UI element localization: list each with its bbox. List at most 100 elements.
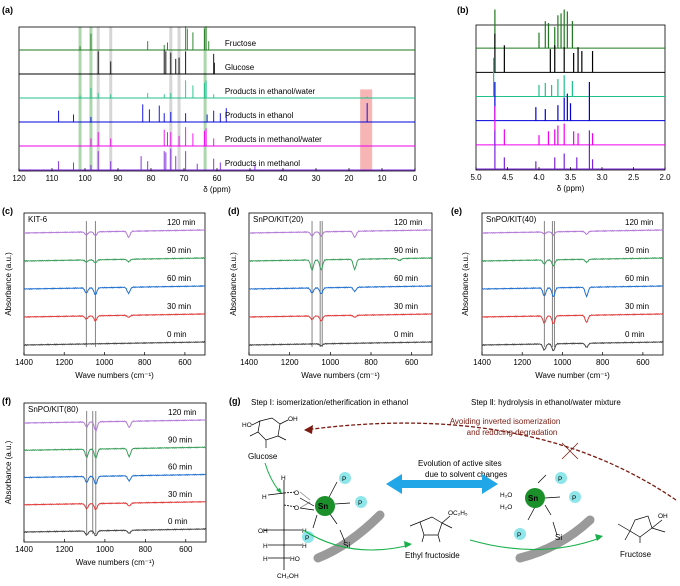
series-label-120-min: 120 min (168, 408, 196, 417)
nmr-1h-chart: 5.0 4.5 4.0 3.5 3.0 2.5 2.0 δ (ppm) (470, 9, 671, 193)
y-axis-label: Absorbance (a.u.) (461, 252, 470, 316)
green-arrowhead-2-icon (404, 541, 412, 548)
x-tick-label: 0 (413, 174, 418, 183)
series-label-30-min: 30 min (625, 302, 649, 311)
sn-atom-right-icon (525, 488, 545, 508)
evolution-line2: due to solvent changes (425, 470, 507, 479)
series-label-fructose: Fructose (225, 39, 257, 48)
green-arrowhead-icon (276, 488, 282, 494)
panel-label-a: (a) (2, 5, 13, 15)
sn-complex-right: Sn P P P H₂O H₂O Si (500, 472, 595, 563)
x-tick-label: 1200 (55, 358, 73, 367)
panel-label-d: (d) (228, 206, 240, 216)
x-tick-label: 1000 (96, 358, 114, 367)
x-tick-label: 80 (147, 174, 156, 183)
evolution-line1: Evolution of active sites (418, 459, 502, 468)
series-line-60-min (248, 285, 432, 294)
x-tick-label: 110 (46, 174, 59, 183)
series-label-0-min: 0 min (167, 330, 187, 339)
x-axis-label: δ (ppm) (557, 184, 585, 193)
x-tick-label: 120 (12, 174, 26, 183)
ir-chart-snpo-kit40: SnPO/KIT(40) 120 min 90 min 60 min 30 min 0 m… (461, 212, 664, 380)
highlight-band (360, 89, 373, 171)
series-line-30-min (481, 312, 664, 325)
chain-ho: HO (290, 556, 300, 563)
cross-mark-icon (561, 442, 579, 460)
x-tick-label: 100 (78, 174, 92, 183)
glucose-structure-icon (249, 417, 289, 448)
highlight-band (89, 27, 93, 171)
reaction-scheme: Step Ⅰ: isomerization/etherification in … (242, 398, 677, 580)
x-tick-label: 4.5 (502, 173, 514, 182)
p-label-6: P (517, 532, 521, 539)
x-tick-label: 600 (636, 358, 650, 367)
glucose-oh-label: OH (288, 416, 298, 423)
series-line-120-min (24, 418, 207, 433)
x-tick-label: 800 (596, 358, 610, 367)
p-atom-6-icon (514, 528, 526, 540)
highlight-band (96, 27, 100, 171)
x-axis-label: Wave numbers (cm⁻¹) (76, 558, 155, 567)
glucose-ho-label: HO (242, 422, 252, 429)
p-atom-3-icon (302, 531, 314, 543)
p-atom-5-icon (569, 491, 581, 503)
series-line-0-min (248, 340, 433, 347)
series-line-120-min (482, 228, 664, 237)
green-arrow-2 (302, 529, 411, 551)
sn-complex-left: Sn P P P Si (299, 472, 385, 563)
x-tick-label: 70 (180, 174, 189, 183)
x-axis-label: δ (ppm) (203, 185, 231, 194)
green-arrowhead-3-icon (595, 534, 603, 541)
series-line-120-min (24, 228, 206, 239)
avoid-line1: Avoiding inverted isomerization (450, 417, 561, 426)
x-tick-label: 1200 (281, 358, 299, 367)
x-tick-label: 1200 (513, 358, 531, 367)
x-axis-label: Wave numbers (cm⁻¹) (301, 371, 380, 380)
panel-label-e: (e) (451, 206, 462, 216)
series-label-90-min: 90 min (625, 246, 649, 255)
y-axis-label: Absorbance (a.u.) (229, 252, 238, 316)
x-tick-label: 4.0 (533, 173, 545, 182)
series-label-0-min: 0 min (394, 330, 414, 339)
sample-label: SnPO/KIT(40) (486, 215, 537, 224)
series-line-0-min (23, 527, 207, 537)
p-atom-1-icon (339, 472, 351, 484)
series-label-60-min: 60 min (625, 274, 649, 283)
x-tick-label: 1400 (473, 358, 491, 367)
x-tick-label: 600 (405, 358, 419, 367)
series-label-90-min: 90 min (167, 246, 191, 255)
panel-label-f: (f) (2, 396, 11, 406)
panel-label-b: (b) (457, 5, 469, 15)
p-atom-4-icon (555, 472, 567, 484)
x-tick-label: 600 (179, 545, 193, 554)
chain-h-4: H (263, 543, 268, 550)
series-line-90-min (23, 256, 206, 264)
h2o-label-1: H₂O (500, 492, 512, 499)
green-arrow-1 (264, 462, 281, 493)
y-axis-label: Absorbance (a.u.) (4, 252, 13, 316)
fructose-structure-icon (617, 515, 666, 543)
ir-chart-snpo-kit20: SnPO/KIT(20) 120 min 90 min 60 min 30 min 0 m… (229, 212, 433, 380)
x-tick-label: 1000 (554, 358, 572, 367)
ir-chart-kit6: KIT-6 120 min 90 min 60 min 30 min 0 min 1400 1… (4, 212, 206, 380)
series-label-60-min: 60 min (168, 463, 192, 472)
series-label-30-min: 30 min (168, 490, 192, 499)
series-label-90-min: 90 min (168, 435, 192, 444)
series-line-0-min (23, 340, 206, 347)
x-tick-label: 800 (139, 545, 153, 554)
chain-o-2: O (294, 505, 299, 512)
x-tick-label: 1000 (321, 358, 339, 367)
dashed-return-arrow (304, 422, 677, 501)
p-label-5: P (572, 495, 576, 502)
series-line-30-min (248, 312, 433, 322)
fructose-oh-label: OH (658, 513, 668, 520)
si-label-left: Si (343, 541, 350, 550)
series-line-60-min (481, 285, 663, 298)
p-atom-2-icon (355, 496, 367, 508)
series-label-products-in-methanol: Products in methanol (225, 159, 300, 168)
x-tick-label: 800 (364, 358, 378, 367)
x-tick-label: 30 (312, 174, 321, 183)
x-axis-label: Wave numbers (cm⁻¹) (75, 371, 154, 380)
series-label-30-min: 30 min (167, 302, 191, 311)
x-tick-label: 5.0 (470, 173, 482, 182)
